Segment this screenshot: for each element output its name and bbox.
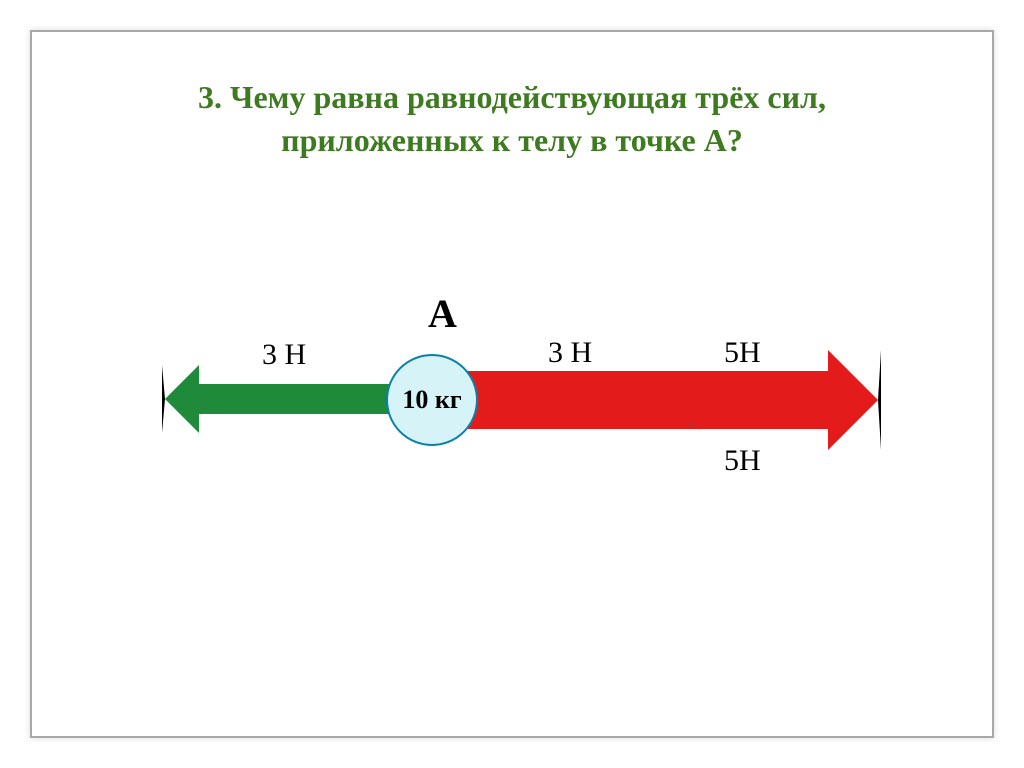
right-arrow-shaft: [466, 371, 828, 429]
corner-mark-icon: ˺: [688, 422, 693, 440]
point-a-label: А: [428, 290, 457, 337]
left-force-label: 3 Н: [262, 338, 306, 372]
right-arrow-head-icon: [828, 350, 881, 450]
right-force-label-2: 5Н: [724, 336, 761, 370]
right-force-label-1: 3 Н: [548, 336, 592, 370]
question-title: 3. Чему равна равнодействующая трёх сил,…: [70, 76, 954, 162]
left-arrow-shaft: [196, 384, 396, 414]
title-line-2: приложенных к телу в точке А?: [281, 122, 743, 158]
left-arrow-head-icon: [162, 365, 199, 433]
body-circle: 10 кг: [386, 354, 478, 446]
force-diagram: А 3 Н 3 Н 5Н 5Н ˺ 10 кг: [0, 280, 1024, 580]
title-line-1: 3. Чему равна равнодействующая трёх сил,: [198, 79, 826, 115]
right-force-label-3: 5Н: [724, 444, 761, 478]
body-mass-label: 10 кг: [402, 385, 461, 415]
